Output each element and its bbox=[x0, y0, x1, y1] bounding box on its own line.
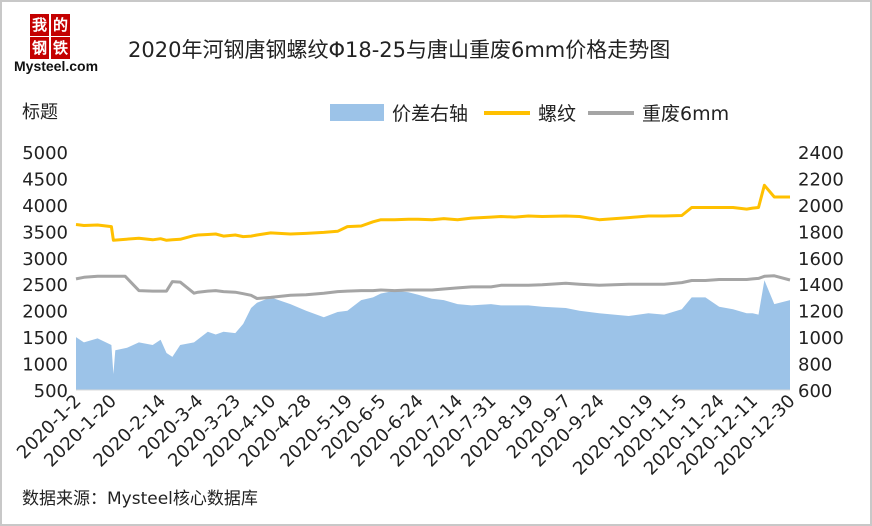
y-tick-label: 3500 bbox=[22, 222, 68, 243]
y-tick-label: 1000 bbox=[22, 355, 68, 376]
y-tick-label: 3000 bbox=[22, 249, 68, 270]
legend-label-scrap: 重废6mm bbox=[642, 103, 729, 125]
y2-tick-label: 1400 bbox=[798, 275, 844, 296]
y-tick-label: 1500 bbox=[22, 328, 68, 349]
logo-brand-text: Mysteel.com bbox=[14, 58, 99, 74]
y-tick-label: 5000 bbox=[22, 143, 68, 164]
y-tick-label: 2500 bbox=[22, 275, 68, 296]
logo-char: 我 bbox=[30, 14, 49, 36]
series-line-scrap bbox=[75, 274, 791, 300]
y2-tick-label: 2000 bbox=[798, 196, 844, 217]
y2-tick-label: 2200 bbox=[798, 169, 844, 190]
y-tick-label: 4500 bbox=[22, 169, 68, 190]
legend-label-spread: 价差右轴 bbox=[392, 103, 468, 125]
logo-mark: 我 的 钢 铁 bbox=[30, 14, 70, 60]
y-tick-label: 4000 bbox=[22, 196, 68, 217]
y2-tick-label: 1600 bbox=[798, 249, 844, 270]
y2-tick-label: 1200 bbox=[798, 302, 844, 323]
y-tick-label: 2000 bbox=[22, 302, 68, 323]
y-tick-label: 500 bbox=[34, 381, 68, 402]
series-line-rebar bbox=[75, 183, 790, 242]
y2-tick-label: 2400 bbox=[798, 143, 844, 164]
y2-tick-label: 1000 bbox=[798, 328, 844, 349]
y2-tick-label: 800 bbox=[798, 355, 832, 376]
mysteel-logo: 我 的 钢 铁 Mysteel.com bbox=[14, 14, 114, 76]
logo-char: 铁 bbox=[51, 37, 70, 59]
chart-title: 2020年河钢唐钢螺纹Φ18-25与唐山重废6mm价格走势图 bbox=[128, 38, 671, 62]
y2-tick-label: 1800 bbox=[798, 222, 844, 243]
legend-swatch-spread bbox=[330, 104, 384, 121]
series-area-spread bbox=[76, 280, 790, 390]
y-axis-title: 标题 bbox=[22, 102, 58, 123]
line-series-layer bbox=[75, 183, 791, 300]
logo-char: 的 bbox=[51, 14, 70, 36]
y2-tick-label: 600 bbox=[798, 381, 832, 402]
area-series-layer bbox=[76, 280, 790, 390]
data-source-note: 数据来源：Mysteel核心数据库 bbox=[22, 489, 258, 509]
logo-char: 钢 bbox=[30, 37, 49, 59]
legend-label-rebar: 螺纹 bbox=[538, 103, 576, 125]
legend: 价差右轴 螺纹 重废6mm bbox=[330, 103, 729, 125]
